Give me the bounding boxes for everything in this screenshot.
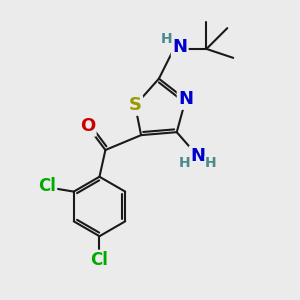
Text: H: H <box>205 156 217 170</box>
Text: H: H <box>178 156 190 170</box>
Text: N: N <box>178 91 193 109</box>
Text: H: H <box>160 32 172 46</box>
Text: S: S <box>129 96 142 114</box>
Text: N: N <box>190 147 205 165</box>
Text: O: O <box>80 117 95 135</box>
Text: Cl: Cl <box>38 177 56 195</box>
Text: N: N <box>172 38 187 56</box>
Text: Cl: Cl <box>91 251 108 269</box>
